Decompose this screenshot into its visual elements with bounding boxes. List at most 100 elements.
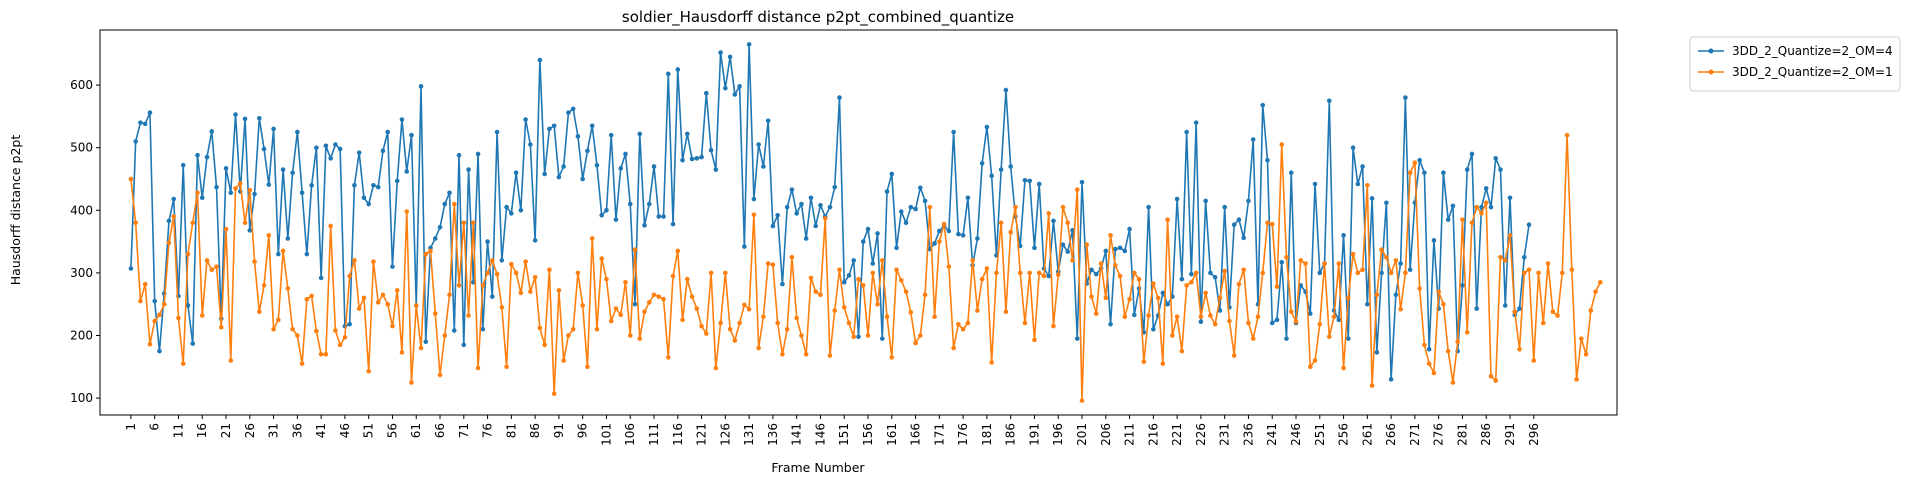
x-tick-label: 91 (552, 423, 566, 438)
series-2-point (218, 325, 224, 330)
series-2-point (1089, 294, 1094, 299)
series-1-point (1193, 120, 1199, 125)
series-2-point (404, 209, 410, 214)
series-2-point (1331, 314, 1337, 320)
series-2-point (865, 333, 871, 338)
series-2-point (1208, 313, 1213, 318)
series-2-point (1279, 142, 1285, 147)
series-1-point (185, 303, 191, 308)
series-1-point (889, 171, 895, 177)
x-tick-label: 51 (362, 423, 376, 438)
series-2-point (1360, 267, 1365, 273)
series-2-point (504, 364, 509, 370)
series-2-point (580, 303, 585, 308)
series-2-point (1545, 261, 1551, 266)
series-2-point (128, 176, 134, 182)
series-1-point (1460, 283, 1465, 288)
y-tick-label: 100 (70, 391, 93, 405)
series-2-point (195, 190, 200, 196)
series-2-point (1284, 254, 1289, 260)
series-2-point (1426, 361, 1432, 366)
series-2-point (608, 318, 614, 324)
x-tick-label: 101 (599, 423, 613, 446)
x-tick-label: 176 (956, 423, 970, 446)
series-2-point (1165, 217, 1170, 222)
series-2-point (651, 292, 657, 298)
series-2-point (770, 262, 776, 268)
series-1-point (1203, 198, 1208, 204)
series-2-point (656, 294, 662, 299)
series-1-point (765, 118, 771, 124)
series-2-point (941, 221, 947, 227)
series-1-point (133, 139, 138, 144)
series-1-point (532, 238, 538, 243)
x-tick-label: 1 (124, 423, 138, 431)
series-1-point (556, 174, 562, 180)
series-2-point (879, 258, 885, 263)
series-2-point (1469, 220, 1475, 226)
series-1-point (276, 251, 281, 257)
y-tick-label: 300 (70, 266, 93, 280)
series-2-point (756, 345, 761, 351)
series-2-point (1346, 295, 1351, 301)
series-1-point (1346, 336, 1351, 341)
series-1-point (518, 207, 524, 213)
series-2-point (799, 333, 804, 338)
series-2-point (851, 334, 857, 340)
series-1-point (409, 132, 414, 138)
series-1-point (299, 190, 305, 196)
x-tick-label: 226 (1194, 423, 1208, 446)
chart-title: soldier_Hausdorff distance p2pt_combined… (622, 8, 1014, 27)
series-2-point (960, 326, 966, 332)
series-2-point (276, 317, 281, 323)
series-2-point (1598, 279, 1603, 285)
series-1-point (1417, 157, 1422, 163)
series-1-point (860, 239, 866, 244)
series-2-point (413, 303, 419, 308)
series-2-point (889, 355, 895, 360)
series-1-point (490, 294, 495, 299)
x-tick-label: 161 (885, 423, 899, 446)
series-2-point (1460, 217, 1465, 222)
series-1-point (380, 148, 386, 154)
x-tick-label: 126 (718, 423, 732, 446)
series-1-point (1521, 254, 1527, 260)
series-1-point (699, 154, 704, 160)
series-2-point (594, 326, 600, 332)
series-1-point (1274, 317, 1280, 323)
series-2-point (970, 258, 975, 263)
series-2-point (775, 320, 780, 326)
series-1-point (946, 228, 952, 234)
series-2-point (994, 270, 999, 276)
series-1-point (142, 121, 148, 127)
series-2-point (1379, 247, 1384, 253)
series-1-point (542, 171, 547, 177)
series-1-point (1165, 301, 1170, 307)
series-1-point (1132, 312, 1137, 318)
series-1-point (1036, 181, 1042, 187)
series-2-point (1127, 296, 1132, 302)
series-2-point (1241, 267, 1246, 273)
series-2-point (1250, 336, 1256, 341)
series-1-point (385, 129, 391, 135)
series-1-point (613, 217, 619, 222)
series-2-point (209, 267, 215, 273)
series-2-point (1070, 258, 1075, 263)
series-1-point (1146, 204, 1151, 210)
series-1-point (675, 67, 681, 72)
series-2-point (223, 226, 229, 232)
series-1-point (394, 178, 400, 184)
series-2-point (727, 326, 733, 332)
x-tick-label: 241 (1265, 423, 1279, 446)
series-1-point (575, 134, 581, 139)
series-2-point (285, 286, 291, 291)
series-1-point (818, 202, 823, 208)
series-2-point (1569, 267, 1575, 273)
series-1-point (1051, 218, 1056, 224)
series-2-point (190, 220, 196, 226)
series-1-point (166, 218, 172, 224)
series-1-point (1355, 181, 1361, 187)
series-1-point (770, 223, 776, 229)
x-tick-label: 291 (1503, 423, 1517, 446)
